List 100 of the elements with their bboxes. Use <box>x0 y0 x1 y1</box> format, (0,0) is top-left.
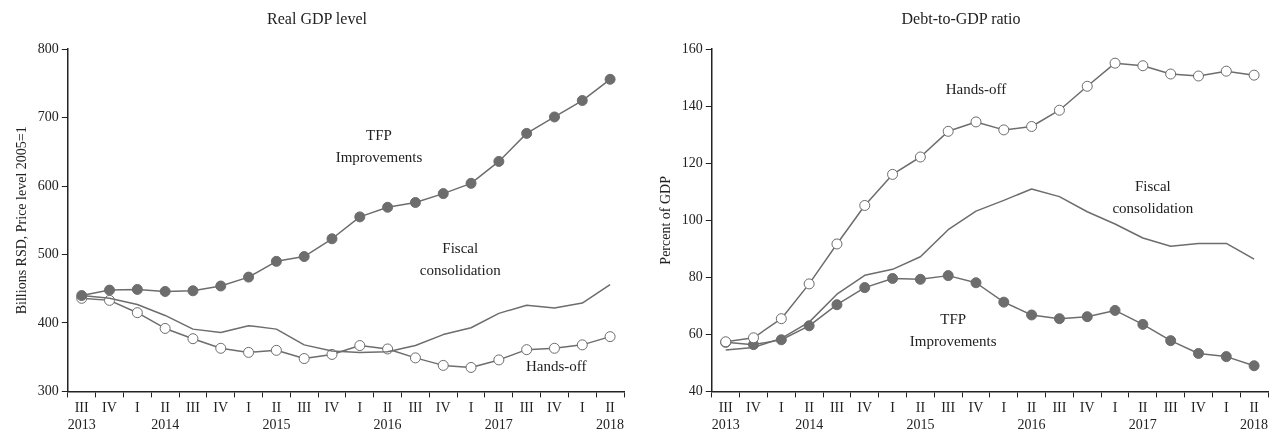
point <box>604 331 616 343</box>
x-tick-label: III <box>408 400 423 416</box>
point <box>409 352 421 364</box>
point <box>548 342 560 354</box>
point <box>1165 335 1177 347</box>
point <box>131 307 143 319</box>
x-tick-label: IV <box>746 400 761 416</box>
x-tick-label: I <box>134 400 140 416</box>
x-tick-label: I <box>1112 400 1118 416</box>
point <box>131 283 143 295</box>
y-tick-label: 800 <box>37 40 59 56</box>
point <box>382 201 394 213</box>
point <box>465 177 477 189</box>
x-tick-label: II 2017 <box>484 400 513 433</box>
point <box>998 124 1010 136</box>
point <box>243 271 255 283</box>
point <box>775 313 787 325</box>
point <box>1165 68 1177 80</box>
point <box>914 151 926 163</box>
x-tick-label: I <box>890 400 896 416</box>
point <box>1220 351 1232 363</box>
y-tick-label: 700 <box>37 109 59 125</box>
x-tick-label: III <box>297 400 312 416</box>
point <box>887 272 899 284</box>
point <box>270 344 282 356</box>
point <box>465 361 477 373</box>
point <box>437 359 449 371</box>
y-tick-label: 160 <box>681 40 703 56</box>
y-tick-label: 600 <box>37 177 59 193</box>
x-tick-label: I <box>579 400 585 416</box>
point <box>298 251 310 263</box>
point <box>998 296 1010 308</box>
x-tick-label: I <box>468 400 474 416</box>
point <box>1109 57 1121 69</box>
x-tick-label: IV <box>435 400 451 416</box>
point <box>970 277 982 289</box>
point <box>576 95 588 107</box>
point <box>104 284 116 296</box>
point <box>803 320 815 332</box>
x-tick-label: I <box>778 400 784 416</box>
x-tick-label: I <box>246 400 252 416</box>
point <box>548 111 560 123</box>
x-tick-label: IV <box>213 400 229 416</box>
x-tick-label: I <box>1223 400 1229 416</box>
point <box>803 278 815 290</box>
series-label: TFP Improvements <box>909 310 997 349</box>
series-label: Fiscal consolidation <box>1112 177 1194 216</box>
x-tick-label: III <box>829 400 845 416</box>
point <box>437 188 449 200</box>
y-axis-title: Billions RSD, Price level 2005=1 <box>14 126 30 315</box>
point <box>159 322 171 334</box>
x-tick-label: III <box>1052 400 1067 416</box>
y-tick-label: 100 <box>681 211 703 227</box>
point <box>914 273 926 285</box>
point <box>604 73 616 85</box>
point <box>1081 311 1093 323</box>
y-tick-label: 300 <box>37 383 59 399</box>
x-tick-label: III 2013 <box>711 400 740 433</box>
text: TFP Improvements <box>335 126 423 165</box>
x-tick-label: II 2018 <box>1240 400 1269 433</box>
point <box>748 332 760 344</box>
x-tick-label: IV <box>324 400 340 416</box>
point <box>831 299 843 311</box>
point <box>354 211 366 223</box>
x-tick-label: II 2016 <box>373 400 402 433</box>
y-tick-label: 40 <box>688 383 703 399</box>
point <box>831 238 843 250</box>
chart-title: Debt-to-GDP ratio <box>901 9 1021 27</box>
x-tick-label: IV <box>1079 400 1095 416</box>
y-tick-label: 500 <box>37 246 59 262</box>
x-tick-label: III <box>185 400 201 416</box>
x-tick-label: III 2013 <box>67 400 96 433</box>
x-tick-label: III <box>519 400 534 416</box>
point <box>298 353 310 365</box>
text: Fiscal consolidation <box>419 239 502 278</box>
x-tick-label: IV <box>102 400 117 416</box>
point <box>354 340 366 352</box>
x-tick-label: I <box>357 400 363 416</box>
point <box>942 125 954 137</box>
point <box>159 285 171 297</box>
x-tick-label: II 2014 <box>795 400 824 433</box>
point <box>942 270 954 282</box>
point <box>859 199 871 211</box>
point <box>1081 80 1093 92</box>
chart-title: Real GDP level <box>267 9 368 27</box>
point <box>1192 347 1204 359</box>
point <box>215 280 227 292</box>
point <box>187 333 199 345</box>
point <box>521 344 533 356</box>
x-tick-label: II 2015 <box>262 400 291 433</box>
point <box>1026 120 1038 132</box>
x-tick-label: II 2017 <box>1128 400 1157 433</box>
point <box>1109 304 1121 316</box>
point <box>859 282 871 294</box>
x-tick-label: IV <box>968 400 984 416</box>
series-label: Hands-off <box>526 357 587 374</box>
point <box>1137 318 1149 330</box>
x-tick-label: II 2018 <box>596 400 625 433</box>
point <box>1026 309 1038 321</box>
y-tick-label: 80 <box>688 269 703 285</box>
